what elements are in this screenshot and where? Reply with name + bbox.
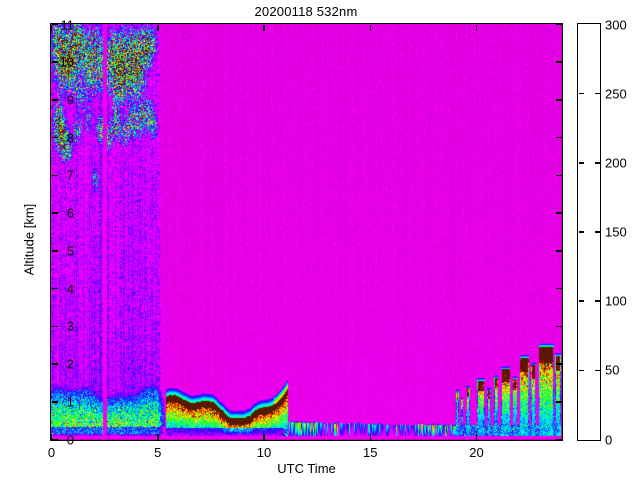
colorbar-tick-mark xyxy=(594,162,600,164)
colorbar-tick-mark xyxy=(578,231,584,233)
x-tick-label: 15 xyxy=(363,445,378,460)
x-axis-label: UTC Time xyxy=(277,461,336,476)
y-tick-mark xyxy=(555,363,562,365)
y-tick-mark xyxy=(555,401,562,403)
y-tick-label: 2 xyxy=(66,356,74,372)
x-tick-label: 0 xyxy=(47,445,56,460)
y-tick-label: 9 xyxy=(66,92,74,108)
colorbar-tick-mark xyxy=(578,369,584,372)
x-tick-mark xyxy=(369,24,371,31)
y-tick-mark xyxy=(555,23,562,26)
y-tick-label: 8 xyxy=(66,130,74,146)
y-tick-mark xyxy=(555,212,562,214)
y-tick-label: 1 xyxy=(66,394,74,410)
y-tick-mark xyxy=(51,174,58,177)
colorbar-tick-label: 150 xyxy=(605,224,627,240)
y-tick-label: 0 xyxy=(66,432,74,447)
heatmap-canvas xyxy=(51,24,561,439)
x-tick-label: 20 xyxy=(469,445,484,460)
colorbar-tick-label: 0 xyxy=(605,432,613,447)
y-tick-label: 6 xyxy=(66,205,74,221)
colorbar-tick-mark xyxy=(578,300,584,302)
y-tick-label: 7 xyxy=(66,167,74,183)
y-tick-label: 3 xyxy=(66,318,74,334)
y-tick-mark xyxy=(555,99,562,101)
y-tick-label: 11 xyxy=(60,17,75,32)
y-tick-label: 5 xyxy=(66,243,74,259)
colorbar-tick-label: 250 xyxy=(605,86,627,102)
colorbar-tick-mark xyxy=(594,231,600,233)
colorbar-tick-label: 100 xyxy=(605,293,627,309)
x-tick-mark xyxy=(50,24,53,31)
colorbar-tick-label: 200 xyxy=(605,155,627,171)
x-tick-mark xyxy=(475,433,478,440)
y-tick-mark xyxy=(51,363,58,365)
y-tick-mark xyxy=(555,438,562,441)
colorbar-tick-mark xyxy=(594,300,600,302)
y-tick-mark xyxy=(51,250,58,252)
y-tick-mark xyxy=(51,438,58,441)
x-tick-label: 5 xyxy=(154,445,162,460)
y-tick-mark xyxy=(51,61,58,63)
x-tick-mark xyxy=(369,433,371,440)
y-tick-label: 10 xyxy=(59,54,74,70)
y-axis-label: Altitude [km] xyxy=(21,203,37,276)
x-tick-mark xyxy=(157,433,159,440)
y-tick-mark xyxy=(555,174,562,177)
x-tick-mark xyxy=(263,24,265,31)
y-tick-mark xyxy=(555,287,562,290)
x-tick-mark xyxy=(475,24,478,31)
y-tick-mark xyxy=(555,61,562,63)
y-tick-mark xyxy=(51,325,58,328)
y-tick-mark xyxy=(51,212,58,214)
x-tick-mark xyxy=(50,433,53,440)
chart-title: 20200118 532nm xyxy=(254,4,358,19)
x-tick-mark xyxy=(263,433,265,440)
colorbar-tick-mark xyxy=(578,162,584,164)
colorbar-tick-mark xyxy=(594,92,600,95)
y-tick-mark xyxy=(51,287,58,290)
y-tick-mark xyxy=(555,136,562,139)
x-tick-label: 10 xyxy=(256,445,272,460)
colorbar-tick-label: 50 xyxy=(605,362,620,378)
plot-area[interactable] xyxy=(50,23,563,441)
y-tick-mark xyxy=(51,401,58,403)
y-tick-mark xyxy=(51,99,58,101)
colorbar-tick-mark xyxy=(594,369,600,372)
colorbar[interactable] xyxy=(577,23,601,441)
y-tick-label: 4 xyxy=(66,281,74,297)
colorbar-tick-label: 300 xyxy=(605,17,627,32)
y-tick-mark xyxy=(51,136,58,139)
y-tick-mark xyxy=(555,250,562,252)
y-tick-mark xyxy=(555,325,562,328)
colorbar-tick-mark xyxy=(578,92,584,95)
y-tick-mark xyxy=(51,23,58,26)
x-tick-mark xyxy=(157,24,159,31)
